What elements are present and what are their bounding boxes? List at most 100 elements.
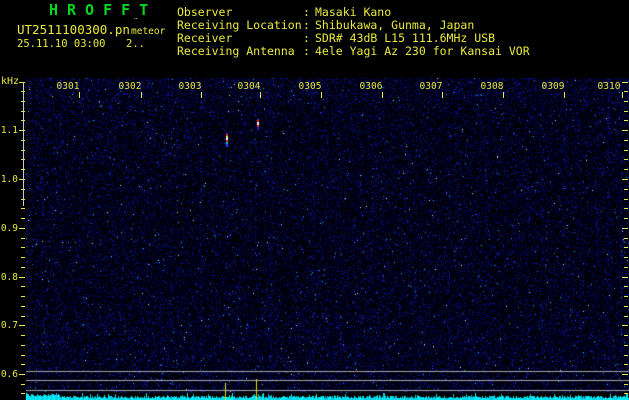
time-tick	[442, 92, 443, 98]
freq-minor-tick	[624, 111, 628, 112]
freq-minor-tick	[624, 238, 628, 239]
time-tick-label: 0305	[298, 81, 322, 92]
freq-minor-tick	[624, 101, 628, 102]
info-value: Masaki Kano	[315, 5, 392, 19]
freq-minor-tick	[624, 306, 628, 307]
freq-minor-tick	[21, 267, 25, 268]
info-row-receiving-antenna: Receiving Antenna : 4ele Yagi Az 230 for…	[0, 44, 629, 58]
time-tick-label: 0301	[56, 81, 80, 92]
time-tick	[503, 92, 504, 98]
freq-major-tick	[622, 82, 628, 83]
freq-minor-tick	[624, 267, 628, 268]
freq-minor-tick	[624, 384, 628, 385]
freq-tick-label: 0.8	[0, 272, 18, 283]
time-tick-label: 0303	[178, 81, 202, 92]
freq-minor-tick	[21, 355, 25, 356]
freq-tick-label: 0.6	[0, 369, 18, 380]
freq-major-tick	[19, 179, 25, 180]
info-row-receiving-location: Receiving Location : Shibukawa, Gunma, J…	[0, 18, 629, 32]
freq-minor-tick	[624, 393, 628, 394]
freq-minor-tick	[624, 257, 628, 258]
freq-minor-tick	[21, 208, 25, 209]
meteor-label: meteor	[131, 26, 166, 37]
freq-major-tick	[622, 374, 628, 375]
freq-minor-tick	[21, 257, 25, 258]
time-tick	[321, 92, 322, 98]
freq-minor-tick	[21, 384, 25, 385]
freq-major-tick	[19, 82, 25, 83]
time-tick	[564, 92, 565, 98]
info-colon: :	[303, 5, 310, 19]
freq-minor-tick	[21, 238, 25, 239]
info-value: Shibukawa, Gunma, Japan	[315, 18, 475, 32]
app-title: HROFFT	[49, 1, 158, 19]
freq-tick-label: 0.9	[0, 223, 18, 234]
freq-minor-tick	[21, 393, 25, 394]
freq-major-tick	[622, 277, 628, 278]
info-row-receiver: Receiver : SDR# 43dB L15 111.6MHz USB	[0, 31, 629, 45]
time-tick-label: 0304	[237, 81, 261, 92]
time-tick	[141, 92, 142, 98]
freq-minor-tick	[21, 335, 25, 336]
freq-minor-tick	[624, 296, 628, 297]
time-tick-label: 0310	[597, 81, 621, 92]
freq-minor-tick	[624, 316, 628, 317]
freq-minor-tick	[624, 218, 628, 219]
freq-minor-tick	[624, 159, 628, 160]
freq-minor-tick	[624, 169, 628, 170]
info-label: Observer	[177, 5, 233, 19]
freq-major-tick	[19, 228, 25, 229]
freq-minor-tick	[624, 345, 628, 346]
time-tick	[382, 92, 383, 98]
freq-minor-tick	[624, 355, 628, 356]
freq-minor-tick	[21, 296, 25, 297]
time-tick-label: 0302	[118, 81, 142, 92]
freq-minor-tick	[624, 91, 628, 92]
freq-minor-tick	[21, 286, 25, 287]
info-row-observer: Observer : Masaki Kano	[0, 5, 629, 19]
freq-minor-tick	[624, 286, 628, 287]
info-label: Receiving Location	[177, 18, 302, 32]
time-tick	[260, 92, 261, 98]
freq-minor-tick	[624, 140, 628, 141]
time-tick-label: 0307	[419, 81, 443, 92]
freq-minor-tick	[624, 189, 628, 190]
output-filename: UT2511100300.pn	[17, 22, 130, 37]
freq-major-tick	[622, 130, 628, 131]
freq-major-tick	[19, 325, 25, 326]
freq-major-tick	[622, 228, 628, 229]
time-tick	[622, 92, 623, 98]
freq-axis-unit: kHz	[1, 76, 20, 87]
freq-minor-tick	[21, 316, 25, 317]
time-tick	[79, 92, 80, 98]
freq-major-tick	[622, 325, 628, 326]
info-colon: :	[303, 44, 310, 58]
datetime-label: 25.11.10 03:00	[17, 38, 106, 50]
info-label: Receiver	[177, 31, 233, 45]
freq-tick-label: 0.7	[0, 320, 18, 331]
freq-minor-tick	[21, 218, 25, 219]
info-colon: :	[303, 18, 310, 32]
freq-minor-tick	[624, 247, 628, 248]
freq-minor-tick	[624, 208, 628, 209]
info-colon: :	[303, 31, 310, 45]
freq-minor-tick	[21, 345, 25, 346]
freq-minor-tick	[624, 120, 628, 121]
freq-minor-tick	[21, 306, 25, 307]
echo-count: 2..	[126, 38, 145, 50]
info-value: 4ele Yagi Az 230 for Kansai VOR	[315, 44, 530, 58]
freq-major-tick	[622, 179, 628, 180]
spectrogram-canvas	[26, 78, 629, 400]
freq-minor-tick	[624, 150, 628, 151]
freq-minor-tick	[624, 335, 628, 336]
freq-major-tick	[19, 374, 25, 375]
info-value: SDR# 43dB L15 111.6MHz USB	[315, 31, 496, 45]
time-tick-label: 0308	[480, 81, 504, 92]
filename-artifact: ¨	[133, 18, 139, 28]
freq-tick-label: 1.1	[0, 125, 18, 136]
time-tick-label: 0306	[359, 81, 383, 92]
freq-major-tick	[19, 277, 25, 278]
freq-minor-tick	[624, 199, 628, 200]
freq-minor-tick	[21, 247, 25, 248]
